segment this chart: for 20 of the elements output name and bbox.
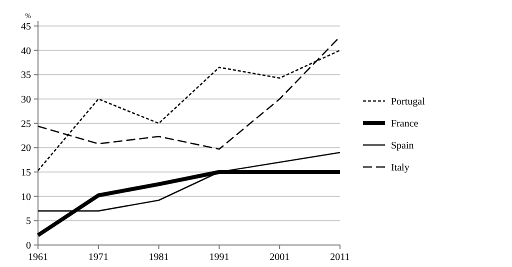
y-tick-label: 10 — [21, 192, 31, 203]
y-tick-label: 15 — [21, 168, 31, 178]
x-tick-label: 1971 — [88, 252, 108, 263]
y-tick-label: 40 — [21, 46, 31, 57]
y-tick-label: 5 — [26, 216, 31, 228]
legend-label: Spain — [391, 140, 414, 152]
x-tick-label: 2001 — [270, 252, 290, 263]
x-tick-label: 1981 — [148, 252, 169, 263]
y-tick-label: 0 — [26, 240, 31, 252]
legend-label: Portugal — [391, 96, 426, 108]
legend-label: France — [391, 118, 419, 130]
y-tick-label: 30 — [21, 94, 31, 106]
y-tick-label: 20 — [21, 143, 31, 154]
x-tick-label: 1961 — [28, 252, 48, 263]
x-tick-label: 2011 — [330, 252, 350, 263]
y-tick-label: 45 — [21, 22, 31, 32]
legend-label: Italy — [391, 162, 410, 174]
x-tick-label: 1991 — [209, 252, 230, 263]
y-tick-label: 35 — [21, 70, 31, 82]
y-tick-label: 25 — [21, 118, 31, 130]
